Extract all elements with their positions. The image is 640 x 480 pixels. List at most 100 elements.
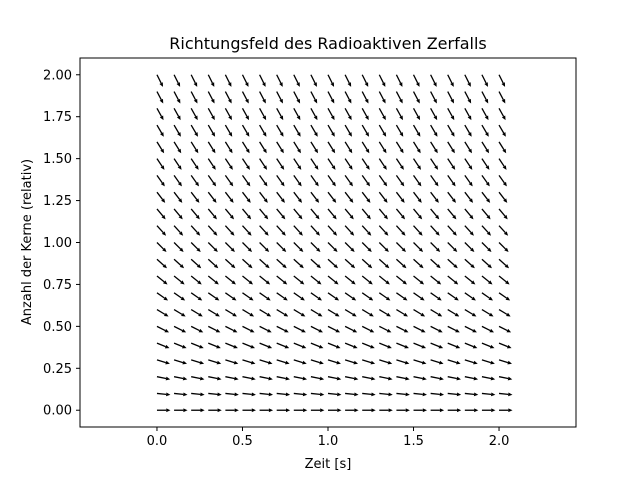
field-arrow-head (318, 344, 324, 349)
field-arrow-shaft (395, 91, 402, 101)
field-arrow-head (166, 408, 171, 413)
field-arrow (190, 191, 200, 203)
field-arrow (293, 175, 302, 187)
field-arrow-shaft (430, 225, 438, 234)
field-arrow-shaft (361, 141, 368, 151)
field-arrow (447, 292, 459, 301)
field-arrow-shaft (225, 309, 234, 315)
field-arrow-head (454, 312, 460, 317)
field-arrow (481, 158, 490, 170)
field-arrow (310, 91, 318, 104)
field-arrow (241, 108, 250, 121)
field-arrow-shaft (481, 191, 489, 200)
field-arrow (190, 242, 201, 253)
field-arrow-head (281, 247, 287, 253)
field-arrow-shaft (327, 242, 336, 250)
field-arrow (276, 91, 283, 104)
field-arrow (224, 108, 232, 121)
field-arrow (361, 208, 371, 220)
field-arrow-head (233, 360, 239, 365)
x-axis-ticks: 0.0 0.5 1.0 1.5 2.0 (147, 427, 509, 449)
field-arrow-shaft (498, 158, 505, 167)
field-arrow-head (435, 231, 440, 236)
field-arrow-shaft (259, 91, 265, 101)
field-arrow-head (217, 408, 222, 413)
field-arrow (173, 74, 181, 87)
field-arrow-shaft (242, 376, 252, 380)
field-arrow (344, 175, 353, 187)
field-arrow (344, 325, 358, 333)
field-arrow (481, 242, 492, 253)
field-arrow-head (364, 82, 369, 87)
field-arrow-shaft (344, 258, 353, 266)
field-arrow (259, 208, 269, 220)
field-arrow-shaft (310, 242, 318, 250)
field-arrow-head (230, 247, 235, 253)
x-axis-label: Zeit [s] (305, 457, 352, 472)
field-arrow-shaft (464, 359, 474, 364)
field-arrow (413, 325, 426, 333)
field-arrow-head (453, 280, 459, 285)
field-arrow (327, 158, 336, 170)
field-arrow-head (421, 344, 427, 349)
field-arrow-head (504, 264, 510, 269)
field-arrow-shaft (190, 225, 198, 234)
field-arrow-shaft (207, 309, 217, 315)
field-arrow-head (214, 280, 219, 285)
field-arrow-head (399, 98, 403, 104)
field-arrow-shaft (395, 258, 404, 266)
field-arrow-shaft (447, 325, 457, 332)
field-arrow-shaft (395, 108, 402, 117)
field-arrow-shaft (327, 141, 334, 151)
field-arrow-head (195, 181, 200, 187)
field-arrow-head (165, 376, 171, 381)
field-arrow-head (468, 165, 473, 170)
field-arrow (481, 108, 489, 121)
field-arrow-shaft (327, 342, 337, 348)
field-arrow (173, 124, 181, 137)
field-arrow (224, 191, 234, 203)
field-arrow-shaft (361, 158, 368, 167)
field-arrow-head (300, 312, 306, 317)
field-arrow (156, 74, 163, 87)
field-arrow-shaft (464, 158, 471, 167)
field-arrow-head (282, 280, 288, 285)
field-arrow (327, 325, 341, 333)
field-arrow-shaft (276, 74, 282, 84)
field-arrow-head (399, 115, 403, 121)
field-arrow (344, 108, 352, 121)
field-arrow-shaft (190, 359, 201, 364)
field-arrow (276, 208, 286, 220)
field-arrow-shaft (190, 208, 198, 217)
field-arrow-head (468, 181, 473, 187)
field-arrow (156, 408, 171, 413)
field-arrow-head (317, 296, 322, 301)
field-arrow-head (467, 82, 471, 87)
field-arrow-shaft (481, 309, 491, 315)
field-arrow (259, 359, 273, 365)
field-arrow-head (434, 165, 439, 170)
field-arrow (259, 342, 273, 349)
field-arrow-shaft (173, 342, 183, 348)
field-arrow-shaft (464, 342, 474, 348)
field-arrow (379, 376, 393, 381)
field-arrow-head (163, 312, 169, 317)
field-arrow (430, 175, 439, 187)
field-arrow (395, 242, 406, 253)
field-arrow-shaft (173, 258, 182, 266)
field-arrow (430, 91, 437, 104)
field-arrow-shaft (191, 376, 201, 380)
field-arrow-head (420, 296, 425, 301)
field-arrow-shaft (361, 225, 369, 234)
field-arrow-head (181, 328, 187, 333)
field-arrow-shaft (344, 141, 351, 151)
field-arrow-shaft (293, 325, 303, 332)
field-arrow (412, 91, 420, 104)
field-arrow-head (366, 198, 371, 203)
field-arrow-shaft (447, 376, 457, 380)
field-arrow-head (488, 280, 493, 285)
field-arrow-shaft (173, 225, 181, 234)
field-arrow-head (265, 280, 271, 285)
field-arrow-head (402, 296, 408, 301)
field-arrow-shaft (259, 376, 269, 380)
